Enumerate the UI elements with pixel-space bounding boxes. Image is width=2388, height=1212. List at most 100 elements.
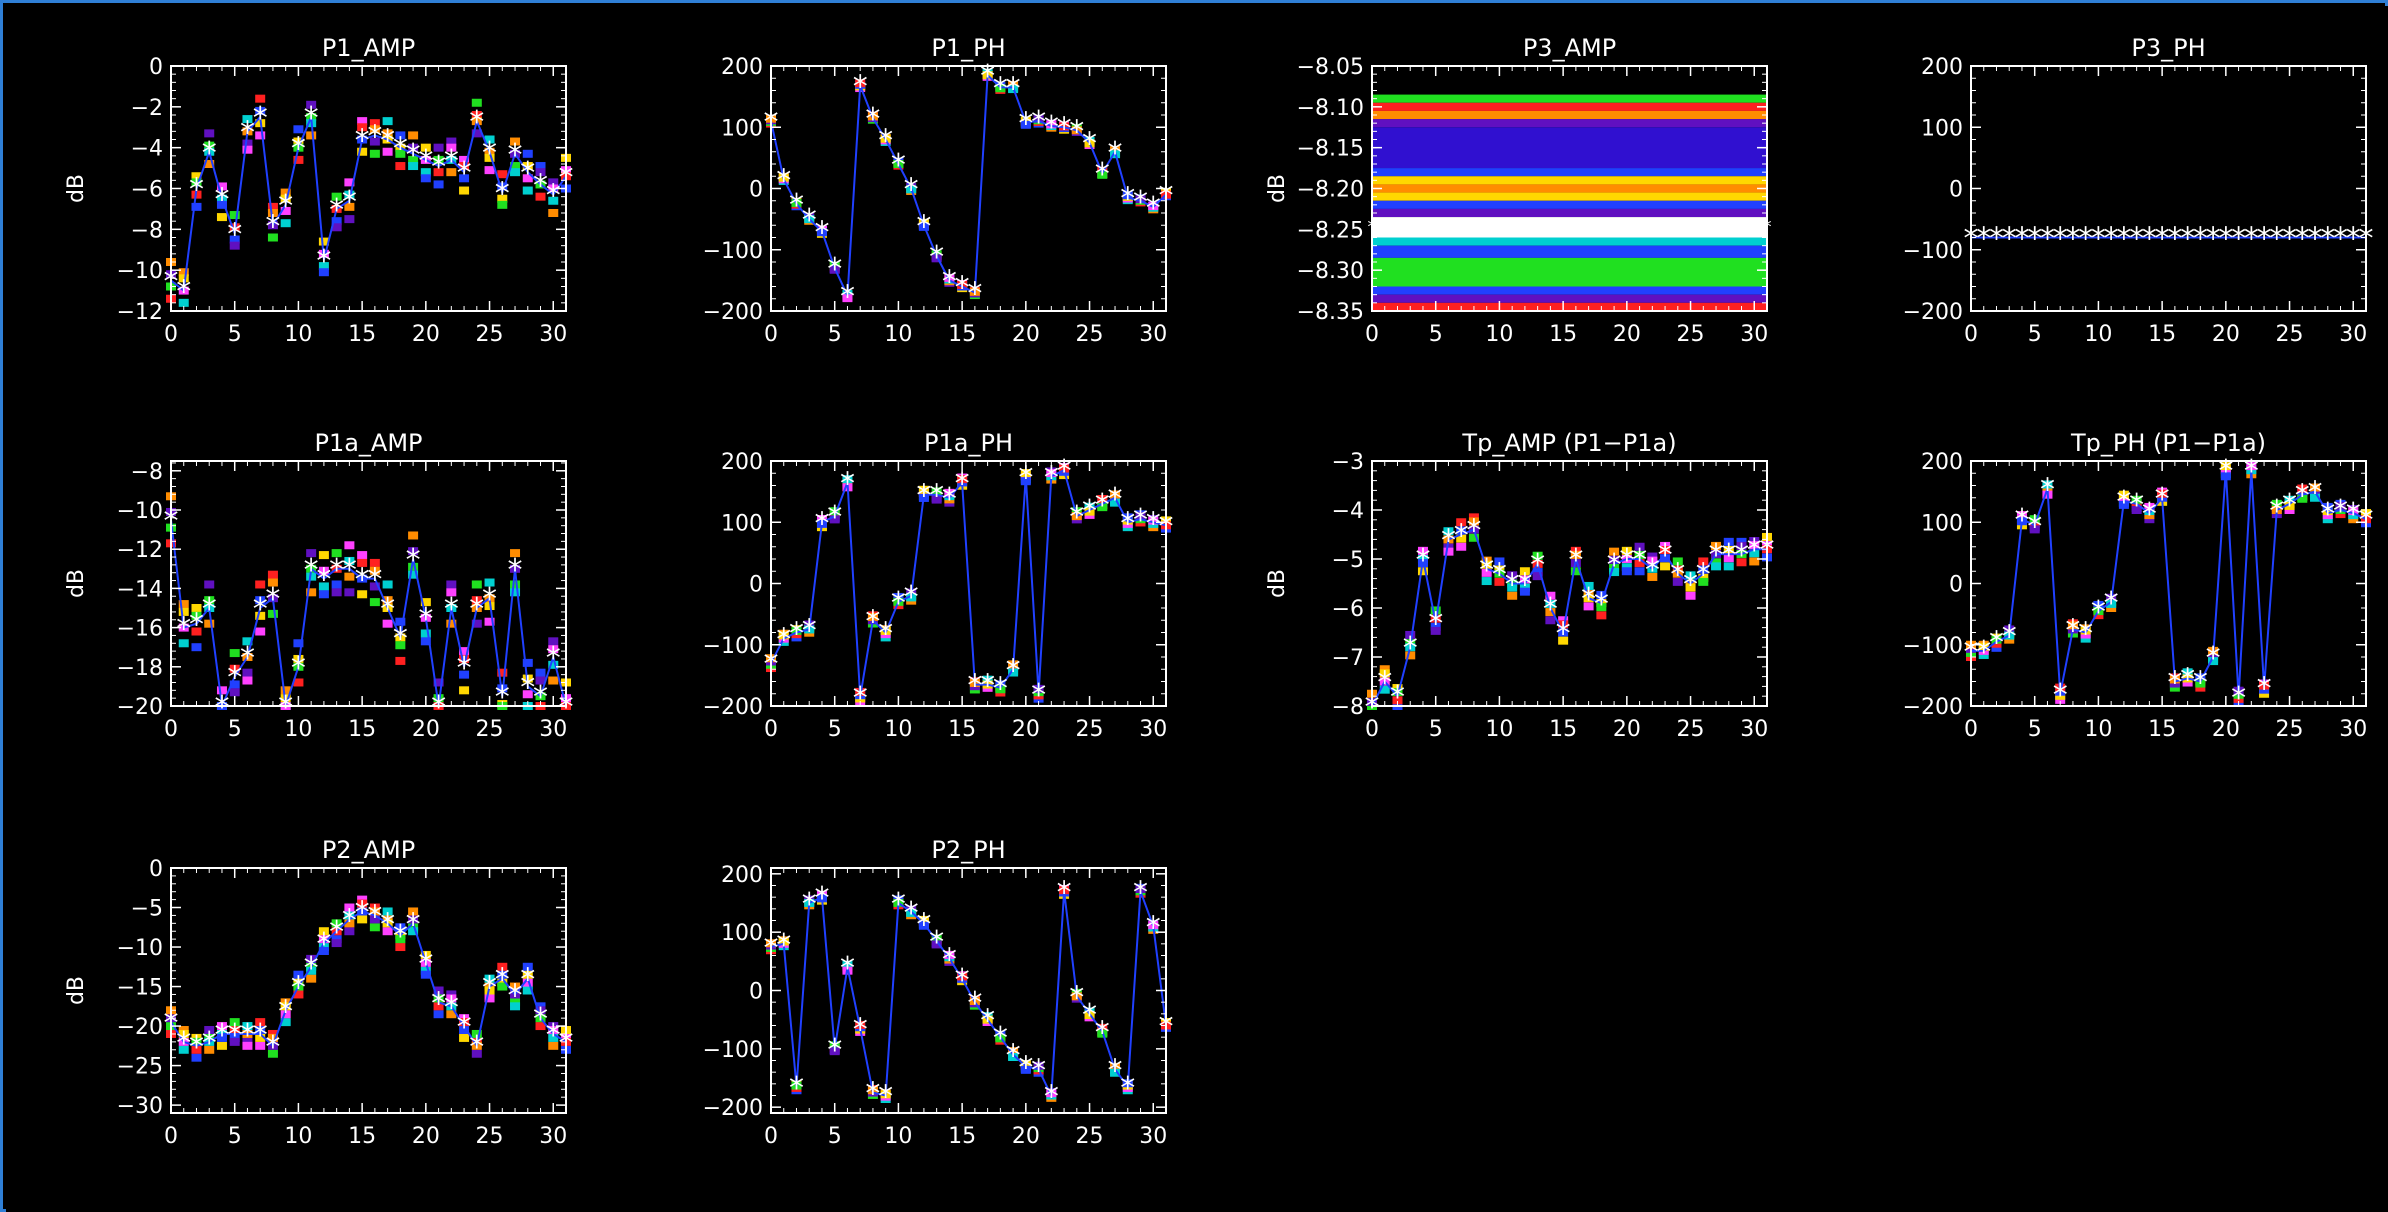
data-point: * <box>942 264 957 299</box>
data-mark <box>484 994 495 1003</box>
y-tick-label: 200 <box>721 450 763 475</box>
data-point: * <box>1120 1071 1135 1106</box>
data-point: * <box>955 963 970 998</box>
data-point: * <box>1712 216 1721 237</box>
data-point: * <box>189 608 204 643</box>
data-mark <box>369 566 380 575</box>
data-mark <box>1456 534 1467 543</box>
data-mark <box>395 641 406 650</box>
data-mark <box>1519 583 1530 592</box>
data-point: * <box>1619 543 1634 578</box>
data-mark <box>242 676 253 685</box>
data-mark <box>204 619 215 628</box>
data-mark <box>522 978 533 987</box>
data-mark <box>1749 541 1760 550</box>
data-mark <box>1008 1053 1019 1061</box>
data-mark <box>471 619 482 628</box>
data-mark <box>459 186 470 195</box>
data-mark <box>191 643 202 652</box>
data-mark <box>1519 587 1530 596</box>
data-mark <box>931 495 942 504</box>
x-tick-label: 15 <box>1549 322 1577 347</box>
data-mark <box>1417 546 1428 555</box>
x-tick-label: 25 <box>2276 717 2304 742</box>
data-mark <box>446 619 457 628</box>
heatmap-band <box>1373 119 1766 128</box>
data-mark <box>255 1041 266 1050</box>
data-mark <box>471 596 482 605</box>
data-mark <box>1507 591 1518 600</box>
data-point: * <box>214 183 229 218</box>
data-point: * <box>1597 216 1606 237</box>
data-point: * <box>2116 222 2131 257</box>
data-mark <box>1545 616 1556 625</box>
data-point: * <box>482 136 497 171</box>
data-mark <box>318 237 329 246</box>
data-point: * <box>1683 568 1698 603</box>
data-mark <box>2259 685 2270 694</box>
data-point: * <box>355 124 370 159</box>
data-mark <box>255 1026 266 1035</box>
data-mark <box>2208 657 2219 666</box>
data-point: * <box>342 185 357 220</box>
data-mark <box>267 570 278 579</box>
data-mark <box>1430 626 1441 635</box>
data-point: * <box>546 641 561 676</box>
plot-background <box>6 6 2388 1212</box>
data-point: * <box>2129 222 2144 257</box>
data-point: * <box>176 275 191 310</box>
y-tick-label: −20 <box>117 695 163 720</box>
data-mark <box>995 680 1006 689</box>
data-point: * <box>291 971 306 1006</box>
heatmap-band <box>1373 102 1766 111</box>
data-mark <box>522 970 533 979</box>
plot-grid: P1_AMPdB********************************… <box>6 6 2388 1212</box>
data-point: * <box>1044 1080 1059 1115</box>
data-point: * <box>214 690 229 725</box>
data-point: * <box>2053 678 2068 713</box>
data-mark <box>1558 616 1569 625</box>
data-mark <box>318 262 329 271</box>
data-point: * <box>355 563 370 598</box>
data-mark <box>293 678 304 687</box>
data-mark <box>1481 560 1492 569</box>
data-point: * <box>2091 595 2106 630</box>
data-mark <box>1749 557 1760 566</box>
data-mark <box>548 645 559 654</box>
data-mark <box>1468 517 1479 526</box>
data-point: * <box>929 479 944 514</box>
data-mark <box>255 94 266 103</box>
data-point: * <box>227 1018 242 1053</box>
data-point: * <box>1699 216 1708 237</box>
data-point: * <box>2346 497 2361 532</box>
x-tick-label: 20 <box>412 717 440 742</box>
data-mark <box>548 184 559 193</box>
data-point: * <box>316 244 331 279</box>
heatmap-band <box>1373 237 1766 246</box>
data-mark <box>318 551 329 560</box>
y-tick-label: −4 <box>1332 499 1364 524</box>
data-mark <box>1507 583 1518 592</box>
data-point: * <box>2206 641 2221 676</box>
data-mark <box>1033 1061 1044 1070</box>
y-tick-label: −5 <box>131 897 163 922</box>
data-point: * <box>406 907 421 942</box>
data-point: * <box>2218 454 2233 489</box>
data-mark <box>1379 669 1390 678</box>
data-mark <box>497 200 508 209</box>
y-tick-label: −8 <box>131 460 163 485</box>
data-point: * <box>380 907 395 942</box>
data-point: * <box>418 602 433 637</box>
y-tick-label: −200 <box>1903 300 1963 325</box>
data-mark <box>1545 608 1556 617</box>
data-mark <box>280 219 291 228</box>
x-tick-label: 0 <box>164 717 178 742</box>
chart-p3-ph: P3_PH********************************0 5 1… <box>1903 34 2374 347</box>
y-tick-label: 0 <box>749 980 763 1005</box>
data-mark <box>2335 501 2346 510</box>
data-mark <box>2144 507 2155 516</box>
data-mark <box>548 1033 559 1042</box>
data-mark <box>471 1049 482 1058</box>
heatmap-band <box>1373 168 1766 177</box>
data-mark <box>191 1053 202 1062</box>
